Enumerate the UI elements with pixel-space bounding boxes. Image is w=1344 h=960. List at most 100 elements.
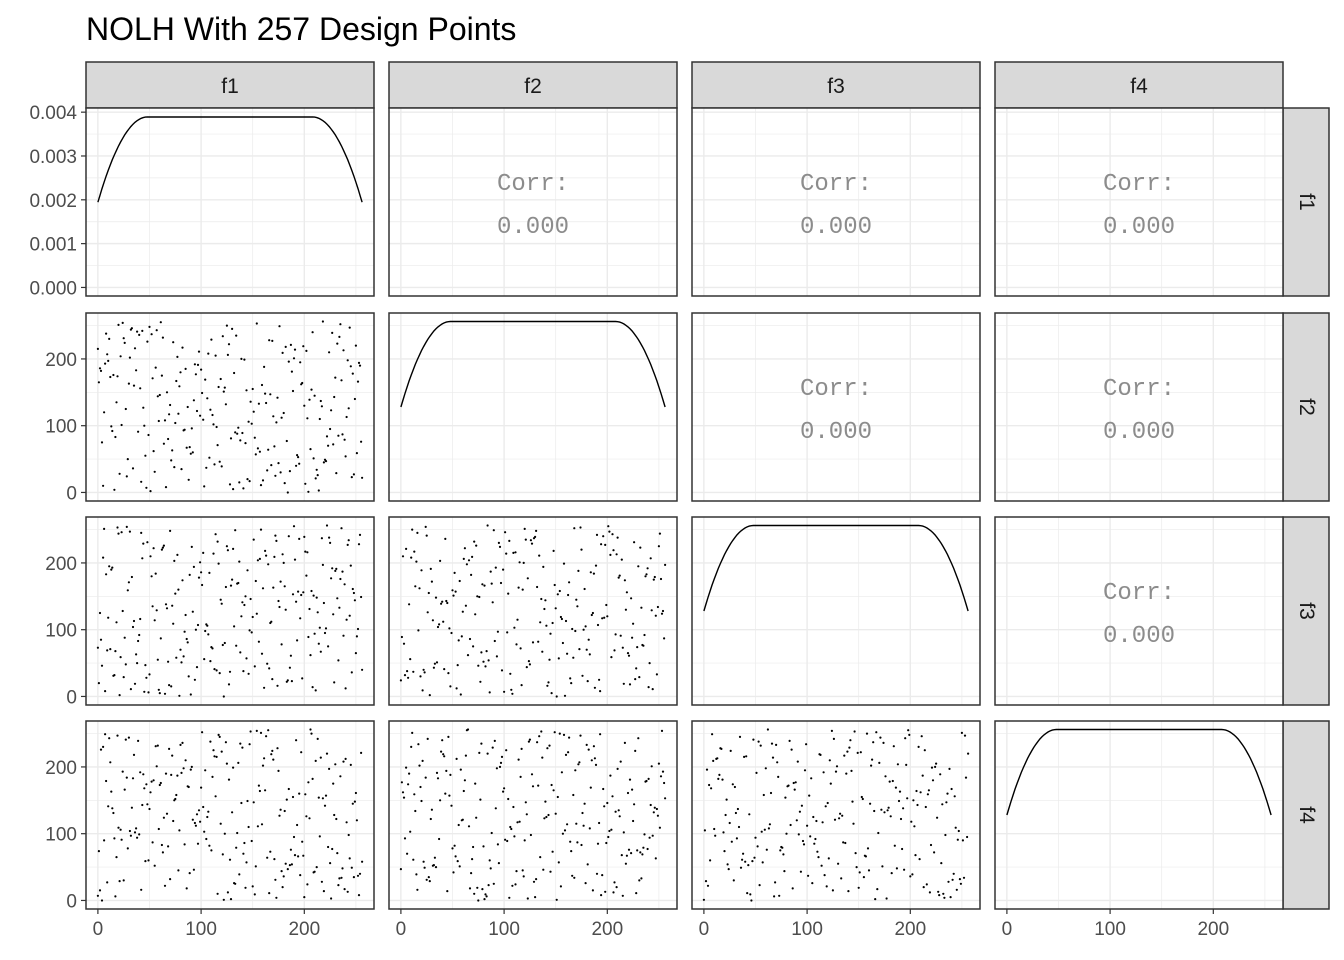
data-point (120, 531, 123, 534)
data-point (791, 887, 794, 890)
data-point (120, 423, 123, 427)
data-point (663, 637, 666, 640)
data-point (129, 688, 132, 691)
data-point (762, 793, 765, 797)
data-point (835, 765, 839, 768)
data-point (145, 486, 148, 489)
y-tick-label: 0.004 (29, 103, 77, 124)
data-point (439, 559, 442, 563)
data-point (530, 773, 534, 776)
data-point (193, 678, 196, 681)
data-point (220, 750, 223, 753)
density-curve-f2 (400, 320, 666, 408)
panel-bg (86, 517, 374, 705)
data-point (607, 835, 610, 839)
data-point (331, 331, 334, 334)
data-point (124, 738, 127, 741)
data-point (401, 791, 405, 794)
data-point (307, 781, 310, 784)
data-point (199, 414, 202, 417)
data-point (794, 781, 797, 784)
data-point (96, 347, 99, 350)
data-point (793, 788, 796, 791)
data-point (625, 591, 629, 594)
data-point (635, 892, 638, 895)
data-point (485, 650, 488, 653)
data-point (509, 672, 512, 675)
data-point (515, 870, 518, 873)
data-point (146, 541, 149, 544)
data-point (232, 547, 235, 551)
data-point (223, 832, 226, 835)
data-point (299, 617, 302, 620)
data-point (814, 837, 817, 841)
data-point (899, 817, 903, 821)
data-point (569, 677, 572, 680)
data-point (463, 547, 466, 550)
data-point (296, 823, 299, 827)
data-point (308, 817, 311, 820)
data-point (559, 885, 563, 888)
data-point (440, 750, 443, 753)
data-point (653, 575, 656, 579)
data-point (113, 674, 116, 677)
data-point (648, 836, 651, 839)
data-point (243, 841, 246, 845)
data-point (313, 394, 316, 397)
data-point (192, 868, 195, 871)
data-point (346, 359, 349, 362)
data-point (293, 854, 297, 857)
data-point (650, 765, 653, 768)
data-point (925, 883, 928, 886)
data-point (476, 886, 479, 889)
data-point (733, 785, 737, 789)
data-point (313, 632, 316, 635)
data-point (309, 728, 312, 731)
data-point (749, 893, 752, 896)
data-point (108, 565, 111, 568)
data-point (703, 829, 707, 832)
data-point (413, 550, 416, 553)
data-point (495, 655, 498, 658)
data-point (123, 341, 126, 344)
data-point (270, 464, 273, 467)
panel-bg (692, 517, 980, 705)
data-point (215, 755, 218, 759)
data-point (735, 837, 739, 840)
data-point (293, 348, 297, 351)
data-point (274, 474, 277, 477)
data-point (208, 456, 211, 459)
data-point (222, 390, 225, 393)
data-point (577, 763, 580, 766)
data-point (194, 373, 197, 376)
data-point (719, 747, 722, 750)
data-point (234, 431, 237, 434)
data-point (750, 899, 753, 902)
data-point (544, 599, 547, 602)
data-point (758, 884, 761, 887)
panel-border (85, 720, 375, 910)
data-point (311, 777, 314, 781)
data-point (646, 847, 649, 851)
data-point (483, 898, 486, 901)
panel-f4-f4 (994, 720, 1284, 910)
data-point (543, 607, 546, 611)
data-point (637, 737, 640, 740)
data-point (195, 666, 199, 669)
data-point (279, 808, 282, 811)
data-point (612, 549, 615, 552)
data-point (474, 613, 477, 616)
data-point (350, 476, 353, 479)
data-point (119, 828, 122, 831)
data-point (339, 323, 342, 326)
data-point (273, 858, 276, 861)
data-point (254, 579, 257, 583)
data-point (464, 754, 467, 757)
data-point (343, 583, 346, 586)
data-point (357, 543, 361, 546)
data-point (573, 527, 576, 530)
data-point (936, 816, 939, 819)
data-point (409, 830, 412, 833)
data-point (224, 585, 227, 589)
data-point (238, 873, 241, 876)
